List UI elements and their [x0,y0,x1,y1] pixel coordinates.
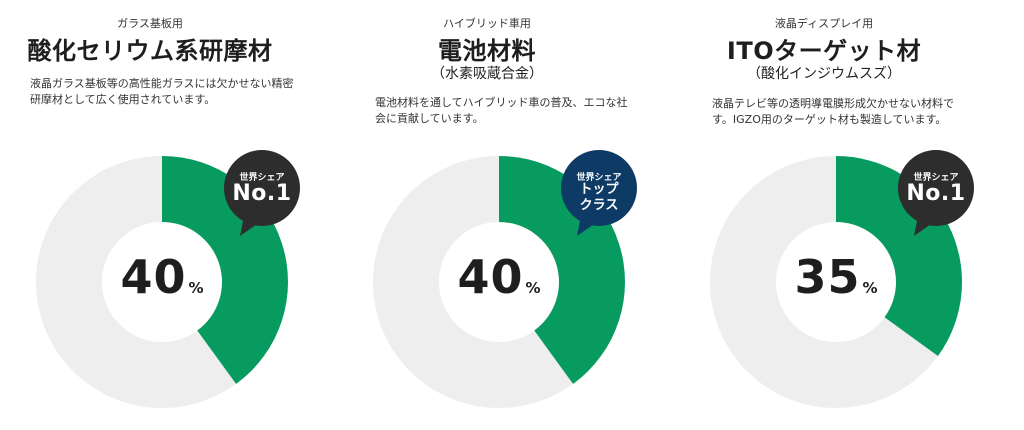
badge-tail [240,216,260,236]
badge-circle [224,150,300,226]
donut-remainder-slice [373,156,574,408]
market-share-panel-ceria: ガラス基板用 酸化セリウム系研摩材 液晶ガラス基板等の高性能ガラスには欠かせない… [0,0,340,423]
category-label: 液晶ディスプレイ用 [774,17,874,30]
share-value-number: 40 [457,250,524,304]
product-description: 液晶テレビ等の透明導電膜形成欠かせない材料です。IGZO用のターゲット材も製造し… [712,97,954,126]
badge-main-line-1: トップ [579,182,619,197]
badge-circle [898,150,974,226]
market-share-panel-ito: 液晶ディスプレイ用 ITOターゲット材 （酸化インジウムスズ） 液晶テレビ等の透… [674,0,1014,423]
category-label: ハイブリッド車用 [443,17,531,30]
share-value: 40% [419,250,579,304]
badge-main: No.1 [232,181,292,206]
share-value-unit: % [188,279,204,297]
share-value-unit: % [862,279,878,297]
product-description: 電池材料を通してハイブリッド車の普及、エコな社会に貢献しています。 [375,96,628,125]
badge-circle [561,150,637,226]
badge-tail [577,216,597,236]
world-share-badge: 世界シェア No.1 [224,150,300,236]
badge-tail [914,216,934,236]
badge-caption: 世界シェア [913,173,959,183]
speech-bubble-icon [561,150,637,236]
share-value: 35% [756,250,916,304]
world-share-badge: 世界シェア トップ クラス [561,150,637,236]
speech-bubble-icon [224,150,300,236]
donut-remainder-slice [36,156,237,408]
category-label: ガラス基板用 [117,17,183,30]
product-subtitle: （水素吸蔵合金） [431,66,543,82]
product-subtitle: （酸化インジウムスズ） [747,66,901,82]
product-title: ITOターゲット材 [726,37,922,65]
product-description: 液晶ガラス基板等の高性能ガラスには欠かせない精密研摩材として広く使用されています… [30,77,294,106]
speech-bubble-icon [898,150,974,236]
product-title: 酸化セリウム系研摩材 [27,37,273,65]
badge-main-line-2: クラス [579,198,619,213]
product-title: 電池材料 [438,37,536,65]
world-share-badge: 世界シェア No.1 [898,150,974,236]
badge-caption: 世界シェア [239,173,285,183]
market-share-panel-battery: ハイブリッド車用 電池材料 （水素吸蔵合金） 電池材料を通してハイブリッド車の普… [337,0,677,423]
share-value-number: 35 [794,250,861,304]
share-value-unit: % [525,279,541,297]
badge-main: No.1 [906,181,966,206]
share-value-number: 40 [120,250,187,304]
badge-caption: 世界シェア [576,173,622,183]
share-value: 40% [82,250,242,304]
donut-remainder-slice [710,156,938,408]
